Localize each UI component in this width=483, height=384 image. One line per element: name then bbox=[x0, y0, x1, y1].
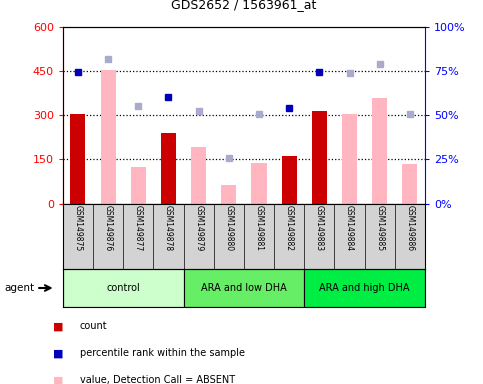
Text: GSM149879: GSM149879 bbox=[194, 205, 203, 252]
Bar bbox=[71, 114, 85, 204]
Text: ■: ■ bbox=[53, 321, 64, 331]
Bar bbox=[312, 111, 327, 204]
Bar bbox=[282, 156, 297, 204]
Bar bbox=[221, 185, 236, 204]
Text: count: count bbox=[80, 321, 107, 331]
Bar bbox=[252, 163, 267, 204]
Text: GSM149875: GSM149875 bbox=[73, 205, 83, 252]
Bar bbox=[63, 269, 184, 307]
Text: ARA and high DHA: ARA and high DHA bbox=[319, 283, 410, 293]
Bar bbox=[131, 167, 146, 204]
Bar bbox=[100, 70, 115, 204]
Text: GSM149884: GSM149884 bbox=[345, 205, 354, 252]
Text: ■: ■ bbox=[53, 375, 64, 384]
Text: agent: agent bbox=[5, 283, 35, 293]
Bar bbox=[402, 164, 417, 204]
Text: GSM149881: GSM149881 bbox=[255, 205, 264, 252]
Bar bbox=[161, 133, 176, 204]
Text: ARA and low DHA: ARA and low DHA bbox=[201, 283, 287, 293]
Text: ■: ■ bbox=[53, 348, 64, 358]
Text: GDS2652 / 1563961_at: GDS2652 / 1563961_at bbox=[171, 0, 316, 12]
Text: GSM149877: GSM149877 bbox=[134, 205, 143, 252]
Text: GSM149886: GSM149886 bbox=[405, 205, 414, 252]
Text: GSM149878: GSM149878 bbox=[164, 205, 173, 252]
Text: GSM149876: GSM149876 bbox=[103, 205, 113, 252]
Bar bbox=[304, 269, 425, 307]
Bar bbox=[184, 269, 304, 307]
Bar bbox=[342, 114, 357, 204]
Bar bbox=[191, 147, 206, 204]
Text: GSM149882: GSM149882 bbox=[284, 205, 294, 252]
Text: GSM149885: GSM149885 bbox=[375, 205, 384, 252]
Text: GSM149880: GSM149880 bbox=[224, 205, 233, 252]
Text: control: control bbox=[106, 283, 140, 293]
Text: GSM149883: GSM149883 bbox=[315, 205, 324, 252]
Text: percentile rank within the sample: percentile rank within the sample bbox=[80, 348, 245, 358]
Bar bbox=[372, 98, 387, 204]
Text: value, Detection Call = ABSENT: value, Detection Call = ABSENT bbox=[80, 375, 235, 384]
